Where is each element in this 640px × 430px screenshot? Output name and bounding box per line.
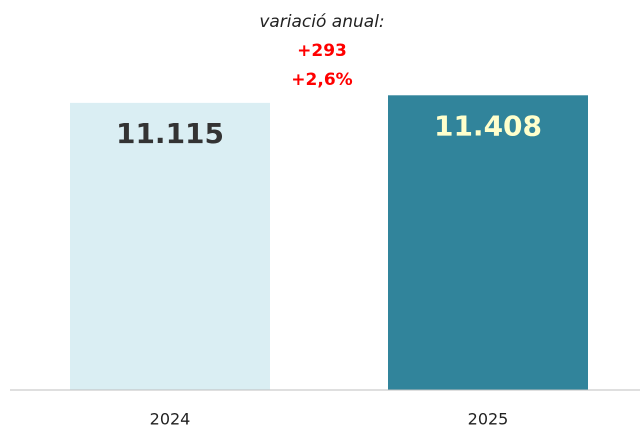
value-label: 11.408	[434, 109, 542, 142]
x-tick-label: 2024	[150, 410, 191, 429]
annotation-percent: +2,6%	[291, 70, 352, 90]
value-label: 11.115	[116, 117, 224, 150]
x-tick-label: 2025	[468, 410, 509, 429]
annotation-difference: +293	[297, 41, 347, 61]
annotation-title: variació anual:	[259, 12, 384, 32]
bar	[388, 95, 588, 390]
bar	[70, 102, 270, 391]
